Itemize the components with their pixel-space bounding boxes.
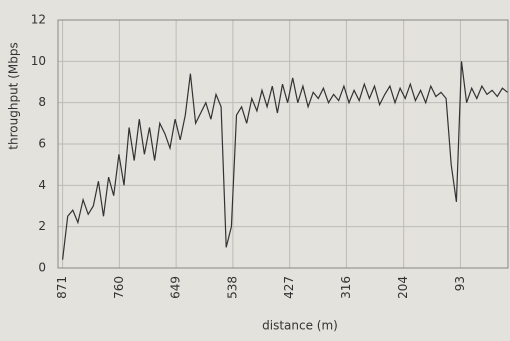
line [62,61,508,260]
x-tick-label: 204 [396,276,410,299]
x-tick-label: 427 [282,276,296,299]
plot-frame [57,19,509,269]
x-tick-label: 871 [55,276,69,299]
x-tick-label: 316 [339,276,353,299]
y-tick-label: 4 [38,178,46,192]
y-axis-label: throughput (Mbps [7,42,21,149]
x-axis-label: distance (m) [262,319,338,333]
y-tick-label: 6 [38,137,46,151]
y-tick-label: 10 [31,54,46,68]
y-tick-label: 2 [38,219,46,233]
x-tick-label: 538 [225,276,239,299]
y-tick-label: 0 [38,261,46,275]
x-tick-label: 93 [453,276,467,291]
x-tick-label: 760 [112,276,126,299]
x-tick-label: 649 [169,276,183,299]
y-tick-label: 12 [31,13,46,27]
y-tick-label: 8 [38,95,46,109]
